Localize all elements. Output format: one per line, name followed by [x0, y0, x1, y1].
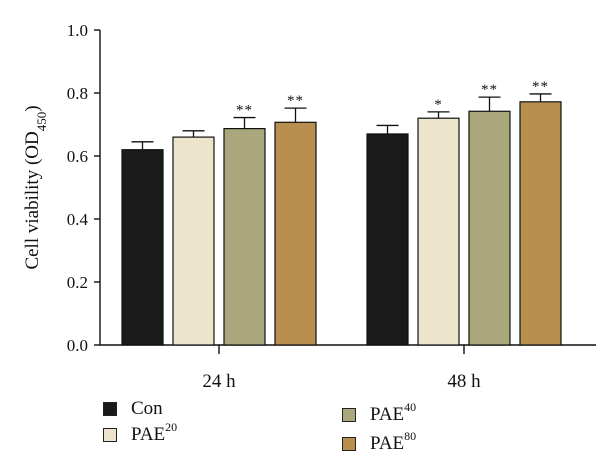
- legend-label-pae80: PAE80: [370, 428, 417, 454]
- bar: [468, 110, 511, 346]
- significance-marker: **: [481, 82, 498, 98]
- bar: [417, 117, 460, 346]
- significance-marker: *: [434, 97, 443, 113]
- bar: [519, 101, 562, 346]
- y-tick-label: 0.4: [67, 210, 89, 229]
- y-tick-label: 0.6: [67, 147, 88, 166]
- legend-item-pae20: PAE20: [103, 419, 178, 446]
- legend-label-pae40: PAE40: [370, 399, 417, 425]
- y-axis-label: Cell viability (OD450): [22, 105, 49, 269]
- bar: [274, 121, 317, 346]
- significance-marker: **: [236, 103, 253, 119]
- x-tick-label: 48 h: [447, 371, 481, 392]
- significance-marker: **: [532, 79, 549, 95]
- significance-marker: **: [287, 93, 304, 109]
- y-tick-label: 0.0: [67, 336, 88, 355]
- legend-label-pae20: PAE20: [131, 419, 178, 445]
- legend-swatch-pae80: [342, 437, 356, 451]
- y-tick-label: 0.2: [67, 273, 88, 292]
- legend-item-pae80: PAE80: [342, 428, 417, 455]
- legend-item-con: Con: [103, 398, 163, 420]
- bar: [223, 127, 266, 346]
- bar: [121, 149, 164, 346]
- legend-swatch-pae40: [342, 408, 356, 422]
- bar: [366, 133, 409, 346]
- legend-swatch-con: [103, 402, 117, 416]
- y-tick-label: 1.0: [67, 21, 88, 40]
- legend-swatch-pae20: [103, 428, 117, 442]
- legend-label-con: Con: [131, 398, 163, 419]
- legend-item-pae40: PAE40: [342, 399, 417, 426]
- bar: [172, 136, 215, 346]
- y-tick-label: 0.8: [67, 84, 88, 103]
- x-tick-label: 24 h: [202, 371, 236, 392]
